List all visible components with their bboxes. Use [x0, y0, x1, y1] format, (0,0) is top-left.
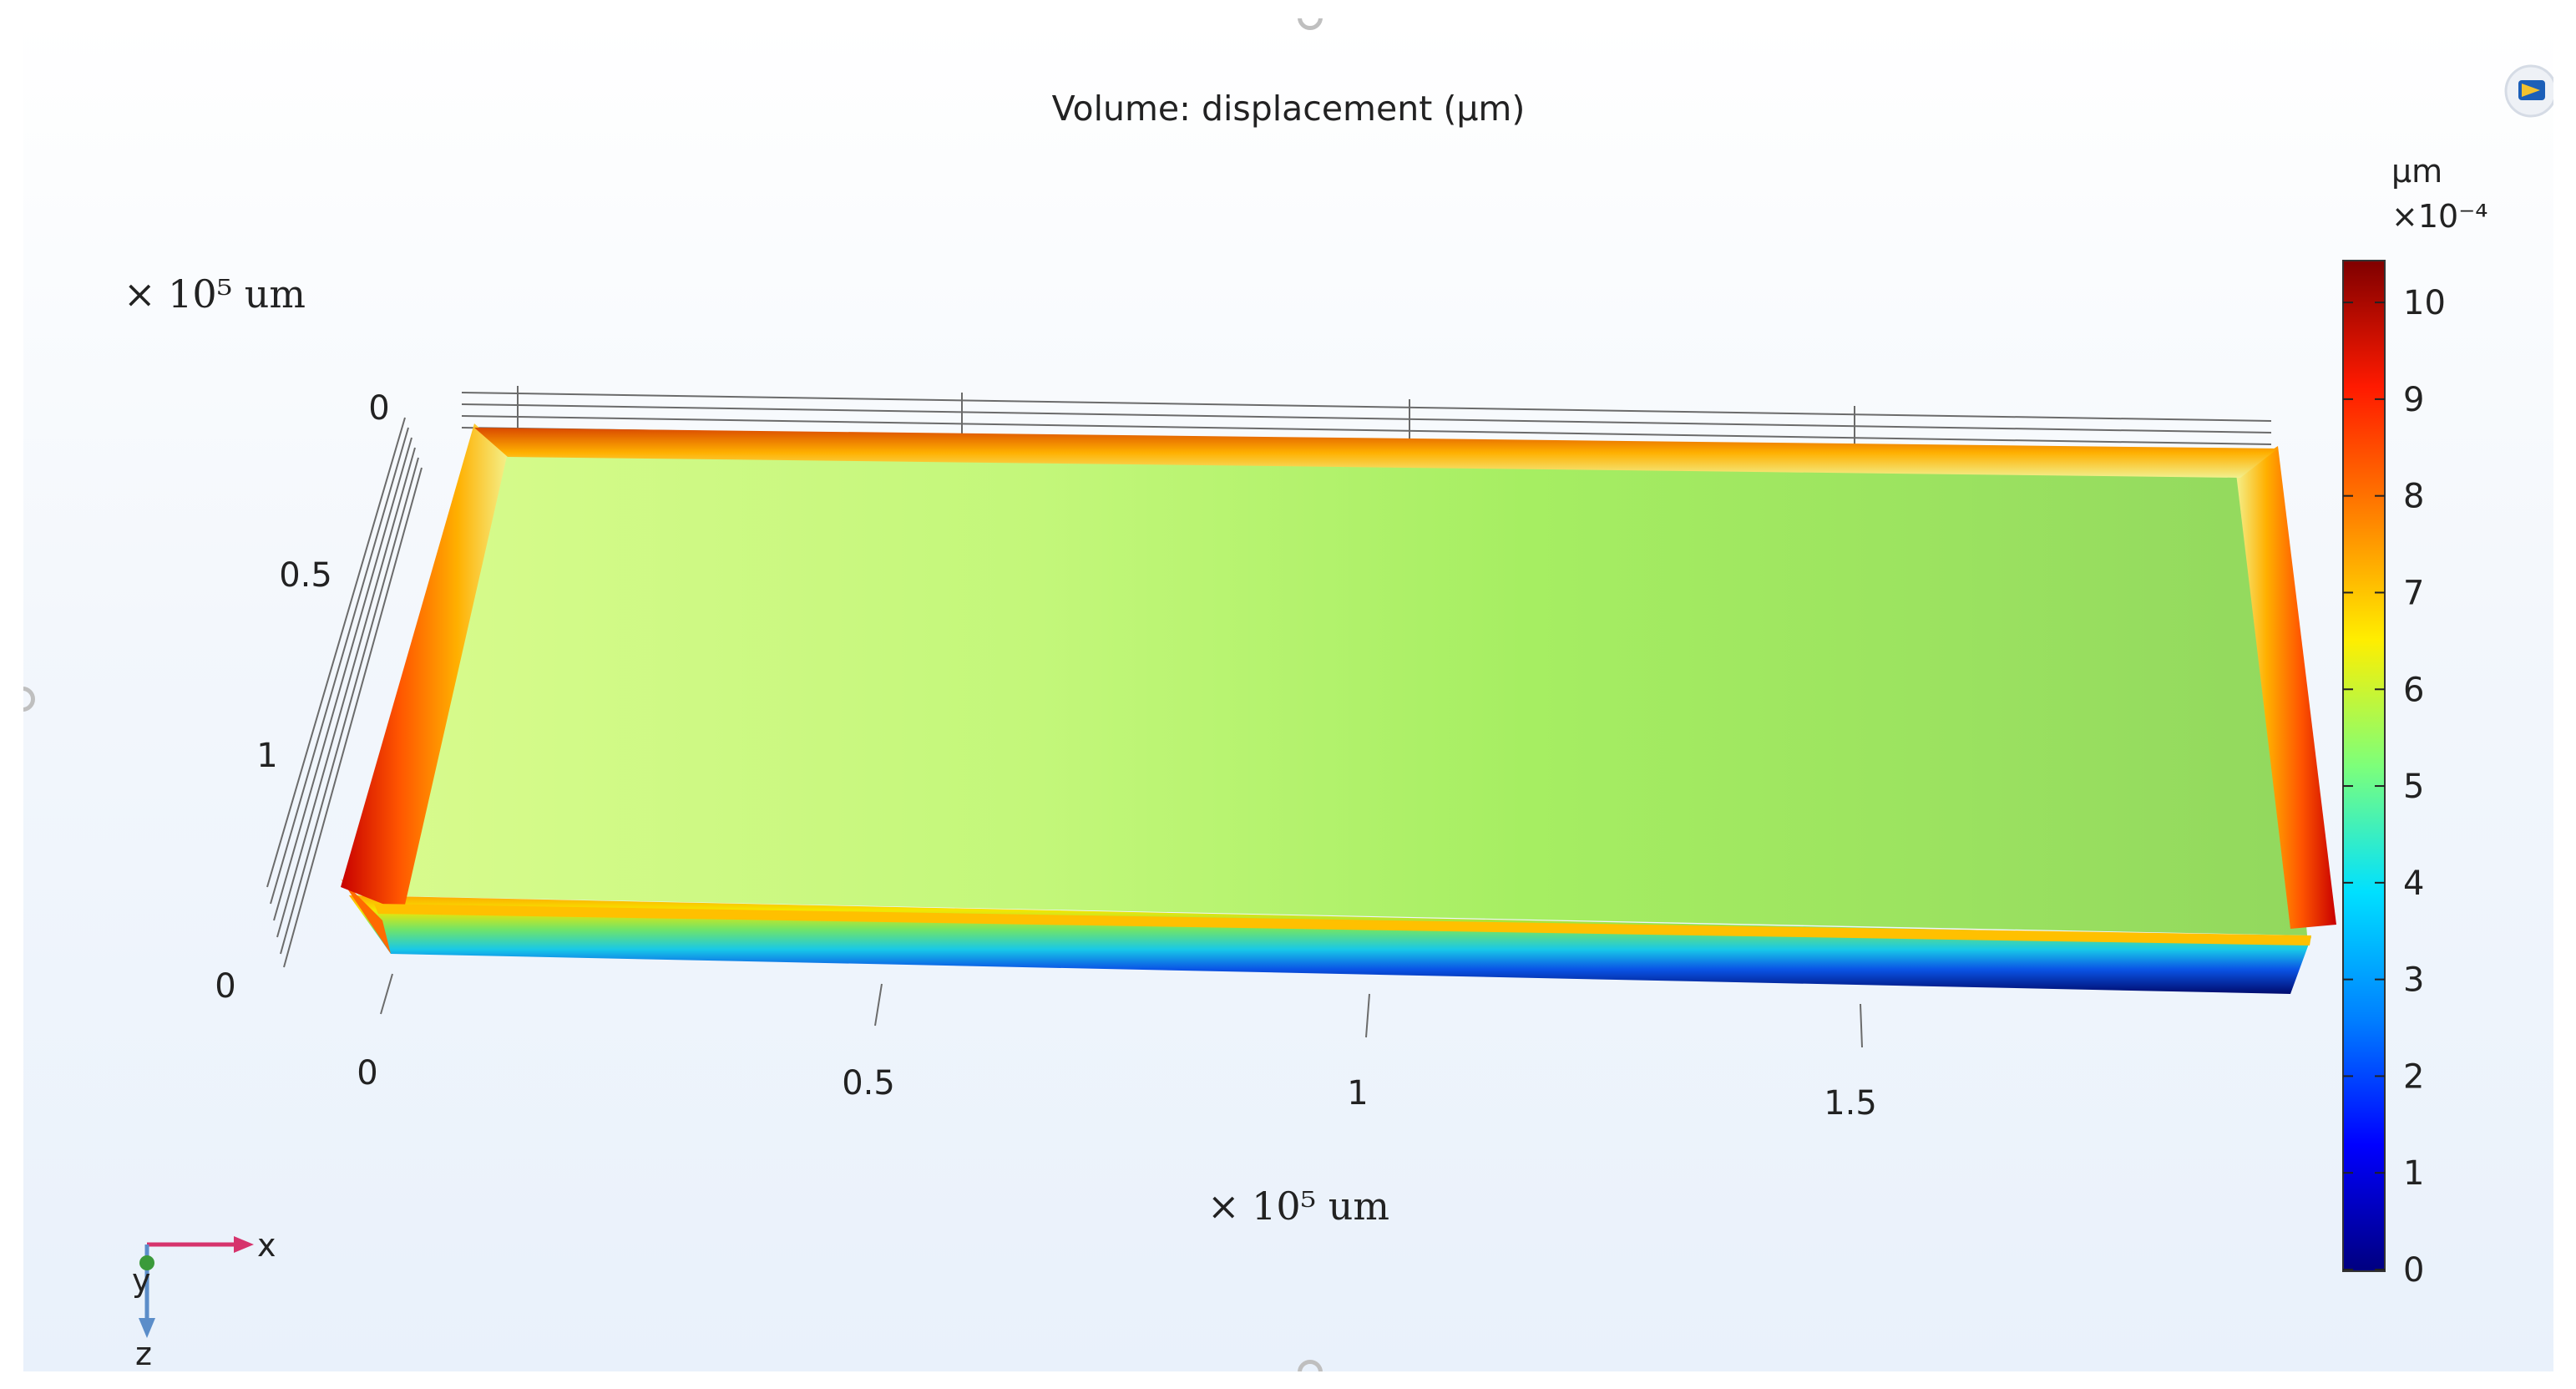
y-axis-grid: [266, 417, 423, 968]
left-edge: [341, 423, 508, 912]
colorbar-tick-label: 4: [2403, 864, 2424, 903]
x-tick-label: 1.5: [1824, 1084, 1877, 1123]
triad-x-label: x: [257, 1227, 276, 1264]
triad-y-label: y: [132, 1262, 151, 1299]
colorbar: [2342, 260, 2386, 1272]
x-tick-label: 0.5: [842, 1064, 895, 1103]
bottom-resize-handle[interactable]: [1298, 1360, 1323, 1371]
y-tick-label: 0: [368, 389, 389, 428]
colorbar-ticks: 0 1 2 3 4 5 6 7 8 9 10: [2343, 284, 2446, 1290]
x-axis-ticks: [380, 973, 1863, 1048]
colorbar-tick-label: 8: [2403, 478, 2424, 516]
y-tick-label: 1: [256, 737, 277, 775]
top-resize-handle[interactable]: [1298, 18, 1323, 30]
bottom-rim: [374, 904, 2311, 945]
x-tick-label: 1: [1347, 1074, 1368, 1113]
right-edge: [2236, 446, 2336, 929]
plot-title: Volume: displacement (µm): [1051, 89, 1526, 129]
logo-icon[interactable]: [2502, 62, 2553, 120]
back-grid-ticks: [517, 386, 1855, 451]
slab-top-surface: [357, 432, 2307, 935]
colorbar-tick-label: 2: [2403, 1057, 2424, 1096]
colorbar-tick-label: 7: [2403, 574, 2424, 612]
z-tick-label: 0: [215, 967, 235, 1006]
colorbar-tick-label: 9: [2403, 381, 2424, 419]
top-edge: [474, 428, 2278, 478]
colorbar-tick-label: 10: [2403, 284, 2446, 322]
x-axis-multiplier: × 10⁵ um: [1207, 1184, 1389, 1229]
graphics-viewport[interactable]: Volume: displacement (µm): [23, 18, 2553, 1371]
colorbar-tick-label: 6: [2403, 671, 2424, 709]
left-resize-handle[interactable]: [23, 687, 35, 712]
triad-z-label: z: [135, 1336, 152, 1371]
y-axis-multiplier: × 10⁵ um: [124, 271, 306, 317]
colorbar-tick-label: 1: [2403, 1154, 2424, 1193]
plot-area: 0 0.5 1 1.5 0 0.5 1 0 × 10⁵ um × 10⁵ um …: [124, 153, 2487, 1371]
axis-triad: x y z: [132, 1227, 276, 1371]
colorbar-tick-label: 5: [2403, 768, 2424, 806]
colorbar-tick-label: 3: [2403, 961, 2424, 1000]
x-tick-label: 0: [357, 1054, 377, 1092]
colorbar-unit: µm: [2391, 153, 2442, 190]
y-tick-label: 0.5: [279, 556, 332, 595]
colorbar-scale: ×10⁻⁴: [2391, 198, 2487, 235]
colorbar-tick-label: 0: [2403, 1251, 2424, 1290]
